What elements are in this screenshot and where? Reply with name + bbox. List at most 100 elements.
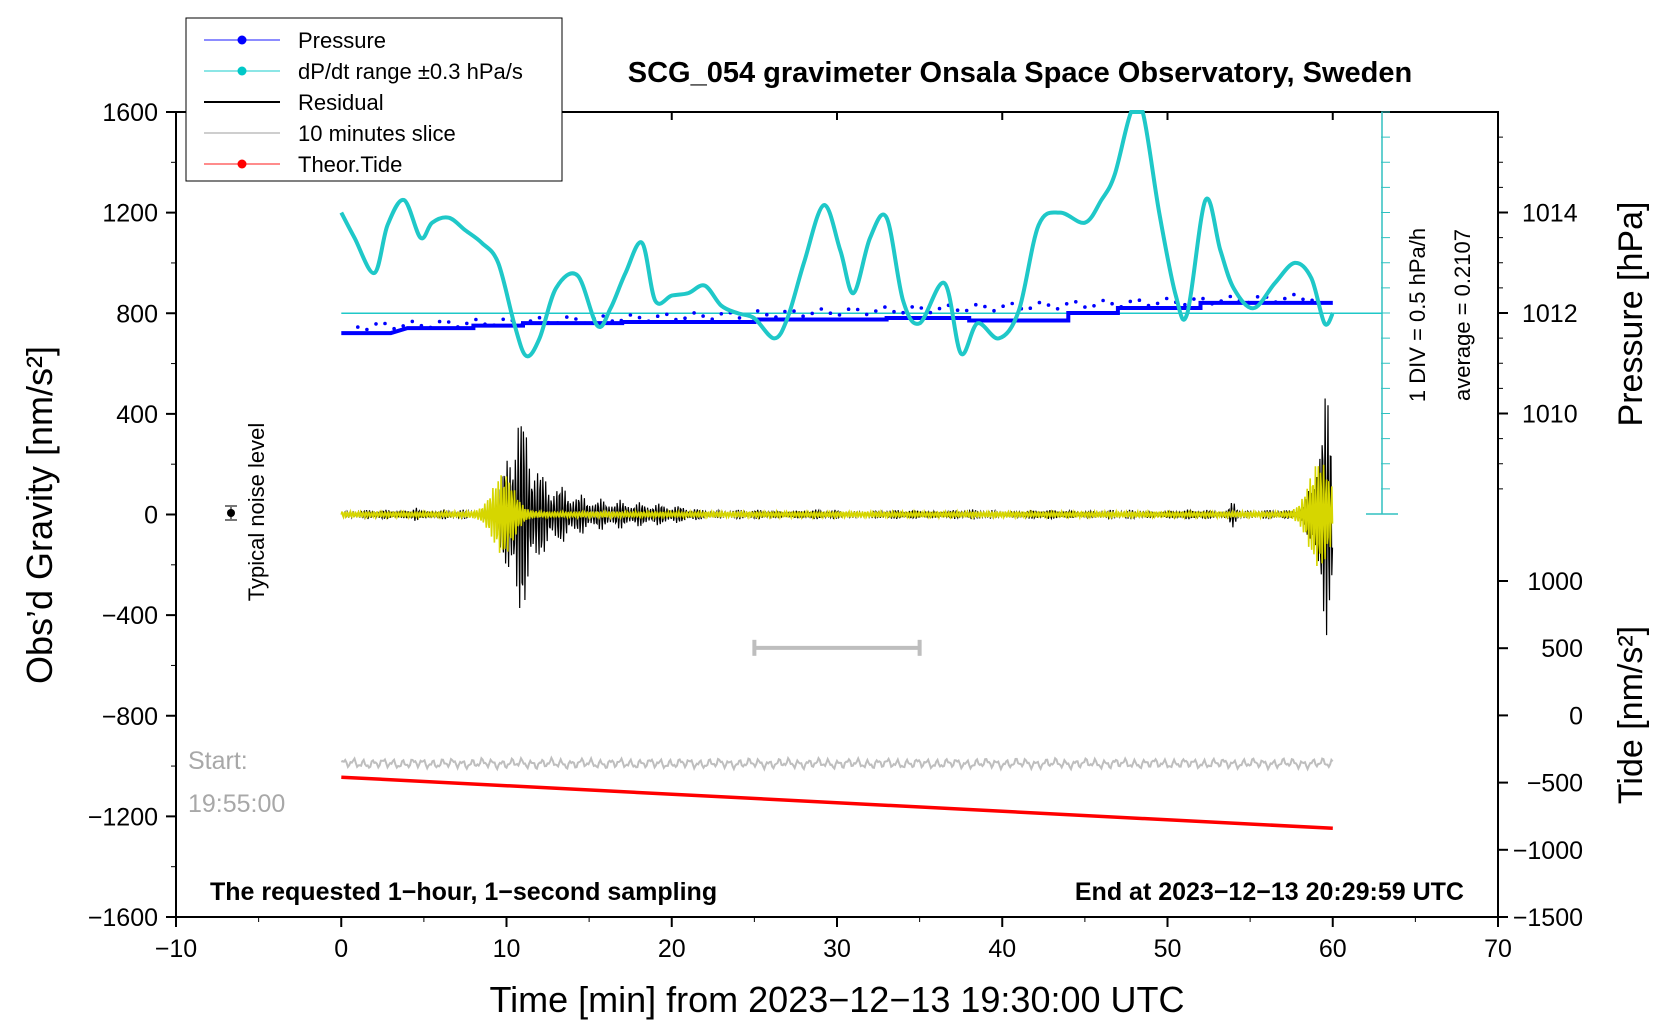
pressure-point [519,323,524,327]
pressure-point [828,311,833,316]
pressure-point [919,306,924,310]
x-tick-label: 70 [1484,935,1512,963]
pressure-point [583,321,587,326]
pressure-point [528,319,533,323]
legend-label: Theor.Tide [298,152,402,177]
pressure-point [419,323,424,328]
pressure-point [1046,303,1051,307]
pressure-point [855,307,860,312]
pressure-point [601,314,605,318]
pressure-point [810,311,814,316]
tide-tick-label: −1500 [1513,904,1583,932]
pressure-axis-ticks: 1014 1012 1010 [1498,136,1578,490]
pressure-point [537,315,542,320]
x-tick-label: 10 [493,935,521,963]
pressure-point [1273,300,1278,304]
pressure-tick-label: 1012 [1522,300,1578,328]
pressure-point [1064,302,1069,306]
pressure-scale-text: 1 DIV = 0.5 hPa/h [1405,228,1430,402]
pressure-point [683,316,687,321]
y-axis-label: Obs’d Gravity [nm/s²] [19,346,60,684]
pressure-point [383,321,387,326]
footer-left-text: The requested 1−hour, 1−second sampling [210,878,717,906]
pressure-point [574,317,578,321]
pressure-point [1210,302,1214,306]
pressure-point [892,309,896,314]
pressure-point [737,316,742,320]
legend-marker [237,159,247,169]
start-label: Start: [188,747,248,775]
pressure-point [937,306,942,311]
legend-label: Pressure [298,28,386,53]
pressure-point [483,322,487,327]
pressure-point [637,315,642,320]
tide-tick-label: 0 [1569,702,1583,730]
x-tick-label: 20 [658,935,686,963]
pressure-point [1246,300,1251,305]
pressure-line [341,300,1333,336]
pressure-point [992,308,996,313]
y-tick-label: −800 [102,703,158,731]
legend-box [185,17,563,182]
legend: Pressure dP/dt range ±0.3 hPa/s Residual 10… [185,17,563,182]
tide-axis-label: Tide [nm/s²] [1612,626,1650,804]
pressure-point [974,302,978,307]
y-axis-ticks: 1600 1200 800 400 0 −400 −800 −1200 −1600 [88,99,176,932]
residual-filtered-line [340,464,1334,567]
pressure-point [474,317,478,322]
y-tick-label: 1600 [102,99,158,127]
y-tick-label: 0 [144,502,158,530]
legend-marker [237,35,247,45]
pressure-point [710,317,714,322]
pressure-point [619,318,624,323]
pressure-point [456,325,460,329]
pressure-point [1083,305,1087,309]
pressure-point [401,324,406,328]
pressure-point [1183,302,1187,307]
tide-line [341,775,1333,831]
pressure-point [1119,305,1123,309]
pressure-point [1192,297,1196,301]
x-tick-label: 30 [823,935,851,963]
pressure-point [1001,304,1005,309]
pressure-axis-label: Pressure [hPa] [1612,202,1650,427]
pressure-point [655,314,660,319]
pressure-point [546,320,551,325]
pressure-point [755,309,760,313]
pressure-point [665,312,669,317]
tide-tick-label: −500 [1527,770,1583,798]
series-layer [339,110,1383,831]
pressure-point [1219,299,1223,303]
pressure-point [1146,303,1151,308]
x-tick-label: 40 [988,935,1016,963]
y-tick-label: −1600 [88,904,158,932]
pressure-point [792,309,796,313]
pressure-point [1110,301,1114,306]
pressure-point [1164,296,1169,301]
pressure-point [1028,306,1033,311]
pressure-point [465,321,469,326]
average-text: average = 0.2107 [1450,229,1475,401]
y-tick-label: 800 [116,300,158,328]
pressure-point [1255,295,1260,299]
noise-dot [227,509,235,517]
tide-tick-label: 500 [1541,635,1583,663]
pressure-point [1055,307,1060,311]
tide-tick-label: 1000 [1527,568,1583,596]
pressure-point [1283,296,1287,301]
y-tick-label: 1200 [102,200,158,228]
pressure-point [1037,300,1042,305]
x-tick-label: 50 [1154,935,1182,963]
pressure-point [1201,296,1205,301]
pressure-point [674,317,678,322]
y-tick-label: 400 [116,401,158,429]
pressure-point [565,315,569,319]
pressure-point [783,309,787,314]
pressure-point [437,319,442,324]
legend-marker [237,66,247,76]
pressure-point [1010,301,1014,306]
pressure-point [374,322,378,326]
pressure-point [901,310,905,315]
x-axis-ticks: −10 0 10 20 30 40 50 60 70 [155,112,1512,963]
pressure-point [610,319,615,323]
